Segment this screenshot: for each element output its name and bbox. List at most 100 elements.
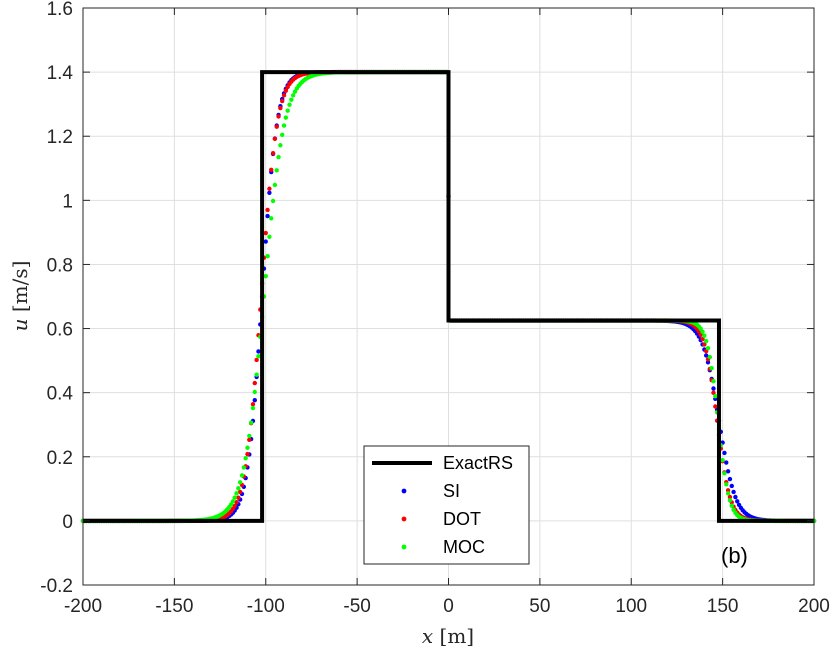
- data-point: [245, 451, 250, 457]
- data-point: [709, 365, 714, 371]
- data-point: [724, 460, 729, 465]
- data-point: [727, 498, 733, 503]
- data-point: [269, 167, 274, 173]
- data-point: [274, 124, 279, 129]
- data-point: [711, 386, 716, 391]
- data-point: [250, 405, 256, 411]
- data-point: [278, 143, 283, 148]
- x-axis-label: x [m]: [422, 624, 474, 648]
- legend: ExactRS SI DOT MOC: [363, 445, 530, 565]
- data-point: [247, 433, 252, 439]
- y-tick-label: 0.8: [47, 255, 73, 276]
- y-tick-label: 0.2: [47, 448, 73, 469]
- data-point: [281, 123, 287, 128]
- data-point: [237, 480, 243, 485]
- legend-swatch-marker: [401, 544, 407, 550]
- x-tick-label: 100: [615, 596, 647, 617]
- data-point: [705, 360, 711, 365]
- legend-label: ExactRS: [443, 453, 513, 473]
- data-point: [232, 503, 237, 509]
- data-point: [263, 273, 268, 279]
- data-point: [247, 437, 252, 442]
- data-point: [267, 186, 272, 191]
- x-tick-label: 200: [798, 596, 830, 617]
- data-point: [265, 253, 270, 259]
- legend-label: MOC: [443, 537, 485, 557]
- data-point: [270, 151, 276, 156]
- data-point: [276, 114, 281, 119]
- data-point: [272, 136, 278, 142]
- data-point: [270, 198, 276, 204]
- data-point: [722, 450, 727, 456]
- data-point: [287, 102, 292, 107]
- data-point: [265, 207, 270, 213]
- data-point: [281, 93, 287, 98]
- data-point: [711, 390, 716, 396]
- y-tick-label: 1.6: [47, 0, 73, 20]
- y-tick-label: 0: [62, 512, 73, 533]
- legend-swatch-marker: [401, 516, 407, 522]
- series-exactrs-line: [83, 70, 814, 523]
- data-point: [252, 380, 257, 386]
- x-tick-label: 0: [443, 596, 454, 617]
- data-point: [289, 97, 294, 102]
- legend-box: [363, 445, 530, 565]
- data-point: [720, 457, 725, 463]
- data-point: [256, 354, 261, 359]
- data-point: [702, 342, 707, 347]
- data-point: [252, 389, 257, 395]
- y-tick-label: 1.2: [47, 127, 73, 148]
- data-point: [703, 353, 709, 358]
- data-point: [725, 491, 731, 496]
- data-point: [276, 154, 281, 160]
- data-point: [733, 494, 738, 500]
- legend-label: SI: [443, 481, 460, 501]
- data-point: [735, 499, 740, 504]
- data-point: [232, 495, 237, 500]
- data-point: [236, 495, 241, 500]
- data-point: [729, 483, 734, 489]
- data-point: [272, 182, 278, 188]
- y-tick-label: 0.6: [47, 320, 73, 341]
- data-point: [285, 108, 290, 113]
- data-point: [237, 489, 243, 495]
- x-tick-label: -50: [343, 596, 370, 617]
- data-point: [700, 336, 705, 342]
- data-point: [234, 500, 239, 505]
- data-point: [725, 469, 731, 474]
- data-point: [234, 491, 239, 496]
- legend-label: DOT: [443, 509, 481, 529]
- y-tick-label: 0.4: [47, 384, 74, 405]
- data-point: [707, 354, 713, 360]
- data-point: [702, 333, 707, 338]
- legend-swatch-marker: [401, 488, 407, 494]
- data-point: [236, 486, 241, 491]
- data-point: [252, 397, 257, 403]
- x-tick-label: -100: [247, 596, 285, 617]
- data-point: [243, 456, 248, 461]
- data-point: [274, 168, 279, 173]
- y-tick-label: -0.2: [40, 576, 73, 597]
- data-point: [727, 494, 733, 500]
- tick-labels: -200 -150 -100 -50 0 50 100 150 200 -0.2 0 0.2 0.4 0.…: [40, 0, 830, 617]
- data-point: [279, 132, 285, 137]
- series-layer: [80, 69, 817, 524]
- data-point: [283, 115, 289, 120]
- y-axis-label: u [m/s]: [8, 261, 32, 332]
- data-point: [254, 357, 259, 363]
- data-point: [731, 489, 736, 495]
- data-point: [256, 349, 261, 354]
- data-point: [703, 338, 709, 344]
- data-point: [241, 465, 247, 470]
- data-point: [248, 420, 254, 425]
- panel-label: (b): [721, 543, 748, 568]
- data-point: [265, 213, 270, 219]
- x-tick-label: -200: [64, 596, 102, 617]
- axis-ticks: [82, 7, 815, 586]
- data-point: [279, 98, 285, 104]
- data-point: [278, 105, 283, 111]
- data-point: [250, 402, 256, 407]
- data-point: [267, 190, 272, 196]
- x-tick-label: 50: [529, 596, 550, 617]
